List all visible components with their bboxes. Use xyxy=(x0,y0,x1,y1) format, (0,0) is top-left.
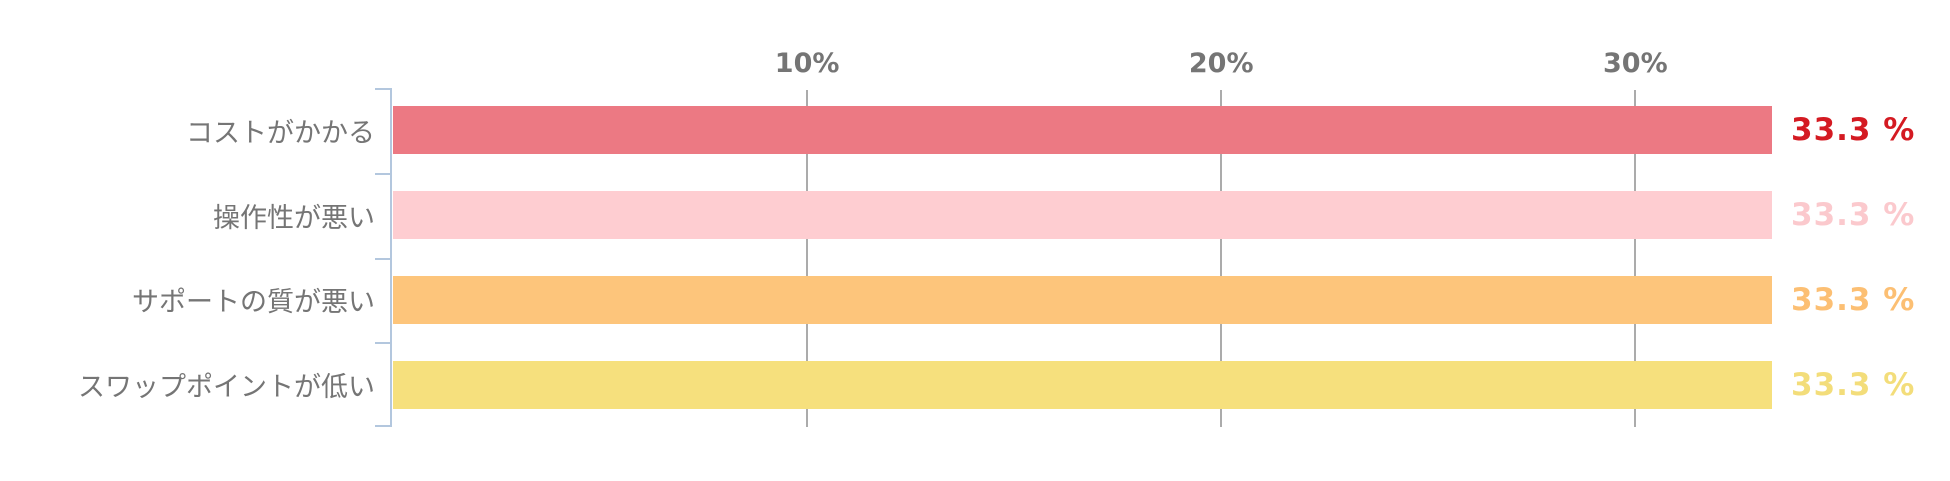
bar-row: 33.3 % xyxy=(393,88,1914,173)
y-axis-tick xyxy=(375,88,391,90)
category-label: 操作性が悪い xyxy=(213,202,375,234)
bar xyxy=(393,191,1772,240)
bar-row: 33.3 % xyxy=(393,342,1914,427)
y-axis-tick xyxy=(375,425,391,427)
category-label: スワップポイントが低い xyxy=(78,372,375,404)
gridline xyxy=(806,90,809,427)
bar-rows: 33.3 % 33.3 % 33.3 % 33.3 % xyxy=(393,88,1914,427)
value-label: 33.3 % xyxy=(1791,112,1916,149)
y-axis-tick xyxy=(375,342,391,345)
bar xyxy=(393,360,1772,409)
y-axis-tick xyxy=(375,257,391,260)
plot-area: 33.3 % 33.3 % 33.3 % 33.3 % xyxy=(375,88,1914,427)
value-label: 33.3 % xyxy=(1791,366,1916,403)
category-labels: コストがかかる操作性が悪いサポートの質が悪いスワップポイントが低い xyxy=(0,88,375,427)
gridline xyxy=(1220,90,1223,427)
bar xyxy=(393,106,1772,155)
bar-row: 33.3 % xyxy=(393,173,1914,258)
category-label: サポートの質が悪い xyxy=(132,287,375,319)
x-axis-tick-label: 10% xyxy=(774,48,840,79)
bar xyxy=(393,275,1772,324)
x-axis-tick-label: 30% xyxy=(1603,48,1668,79)
category-label: コストがかかる xyxy=(186,117,375,149)
y-axis-tick xyxy=(375,172,391,175)
value-label: 33.3 % xyxy=(1791,281,1916,318)
gridline xyxy=(1634,90,1637,427)
y-axis-line xyxy=(390,88,392,427)
bar-row: 33.3 % xyxy=(393,258,1914,343)
x-axis-tick-label: 20% xyxy=(1188,48,1254,79)
x-axis-tick-labels: 10% 20% 30% xyxy=(393,48,1772,88)
value-label: 33.3 % xyxy=(1791,197,1916,234)
